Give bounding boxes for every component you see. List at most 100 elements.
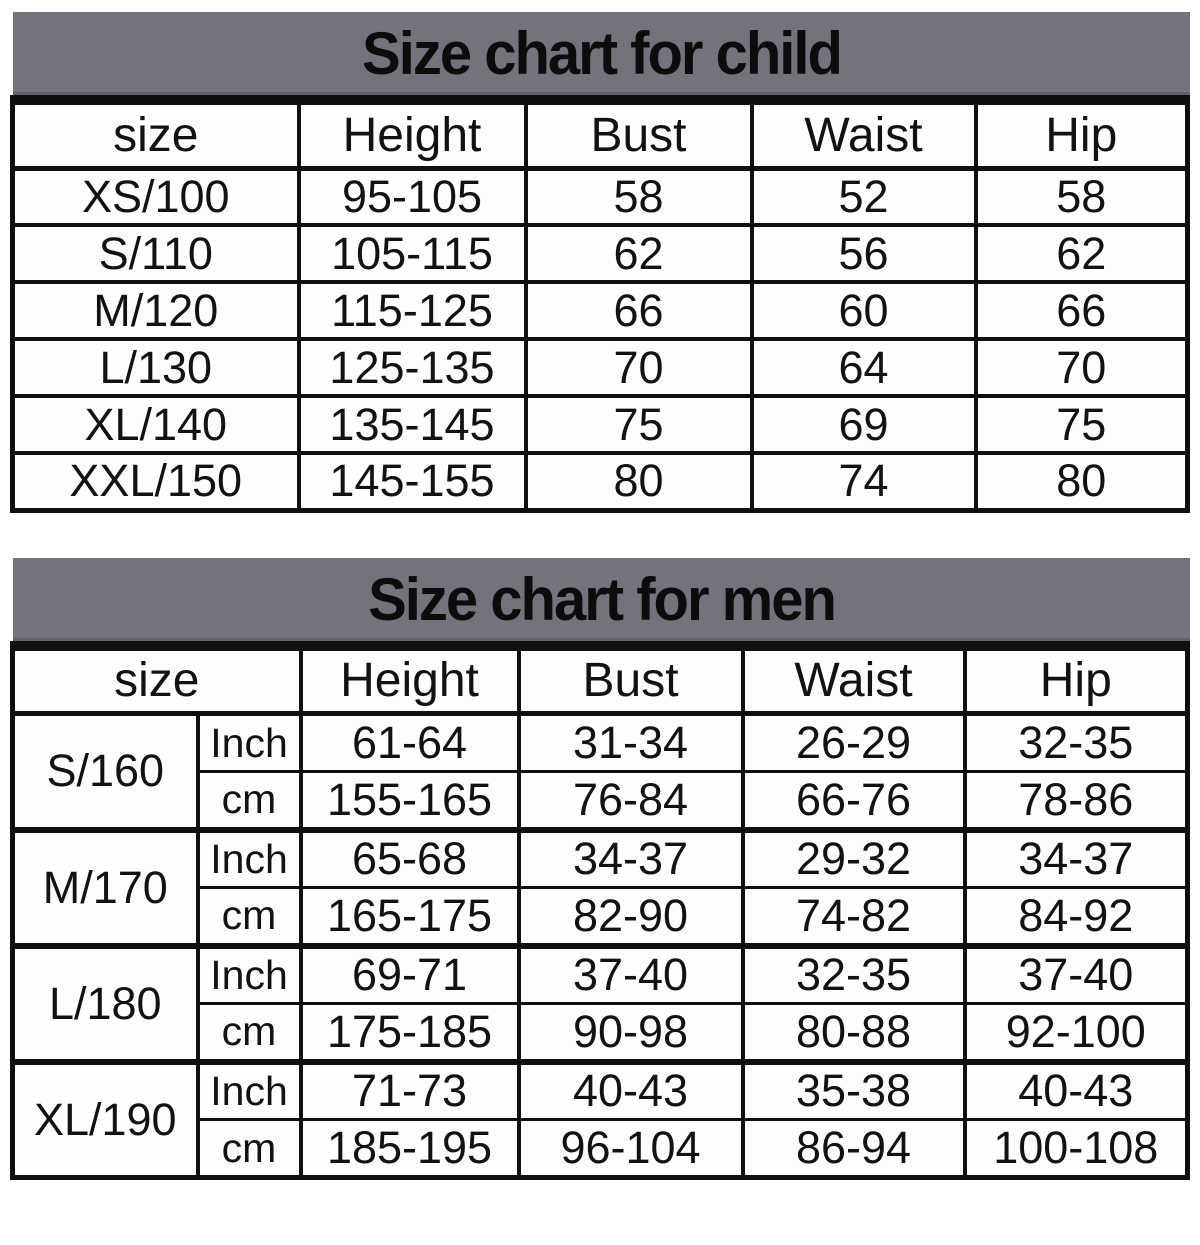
child-row-xl140: XL/140 135-145 75 69 75 bbox=[10, 396, 1190, 453]
cell-bust: 66 bbox=[523, 282, 754, 339]
cell-bust: 96-104 bbox=[516, 1119, 745, 1178]
cell-bust: 31-34 bbox=[516, 713, 745, 772]
child-row-xxl150: XXL/150 145-155 80 74 80 bbox=[10, 453, 1190, 510]
cell-hip: 40-43 bbox=[962, 1061, 1190, 1120]
cell-unit-cm: cm bbox=[195, 771, 303, 830]
cell-unit-cm: cm bbox=[195, 887, 303, 946]
cell-size: S/110 bbox=[10, 225, 301, 282]
child-row-m120: M/120 115-125 66 60 66 bbox=[10, 282, 1190, 339]
cell-bust: 40-43 bbox=[516, 1061, 745, 1120]
cell-bust: 62 bbox=[523, 225, 754, 282]
men-row-m170-inch: M/170 Inch 65-68 34-37 29-32 34-37 bbox=[10, 829, 1190, 946]
child-header-row: size Height Bust Waist Hip bbox=[10, 100, 1190, 168]
cell-hip: 84-92 bbox=[962, 887, 1190, 946]
cell-unit-inch: Inch bbox=[195, 945, 303, 1004]
men-header-height: Height bbox=[298, 645, 521, 714]
child-row-xs100: XS/100 95-105 58 52 58 bbox=[10, 168, 1190, 225]
cell-waist: 26-29 bbox=[740, 713, 967, 772]
cell-unit-cm: cm bbox=[195, 1119, 303, 1178]
cell-waist: 74 bbox=[749, 453, 978, 510]
cell-waist: 80-88 bbox=[740, 1003, 967, 1062]
cell-height: 145-155 bbox=[296, 453, 528, 510]
men-size-table: size Height Bust Waist Hip S/160 Inch 61… bbox=[10, 640, 1191, 1180]
child-size-table: size Height Bust Waist Hip XS/100 95-105… bbox=[10, 95, 1190, 513]
cell-height: 69-71 bbox=[298, 945, 521, 1004]
cell-bust: 34-37 bbox=[516, 829, 745, 888]
cell-waist: 86-94 bbox=[740, 1119, 967, 1178]
cell-bust: 76-84 bbox=[516, 771, 745, 830]
men-row-xl190-cm: cm 185-195 96-104 86-94 100-108 bbox=[12, 1119, 1190, 1178]
cell-hip: 58 bbox=[973, 168, 1190, 225]
cell-unit-inch: Inch bbox=[195, 1061, 303, 1120]
cell-hip: 34-37 bbox=[962, 829, 1190, 888]
cell-bust: 82-90 bbox=[516, 887, 745, 946]
cell-unit-cm: cm bbox=[195, 1003, 303, 1062]
cell-hip: 32-35 bbox=[962, 713, 1190, 772]
cell-waist: 66-76 bbox=[740, 771, 967, 830]
child-header-bust: Bust bbox=[523, 100, 754, 168]
cell-size: L/130 bbox=[10, 339, 301, 396]
men-row-l180-cm: cm 175-185 90-98 80-88 92-100 bbox=[12, 1003, 1190, 1062]
child-chart-section: Size chart for child size Height Bust Wa… bbox=[0, 12, 1200, 513]
men-header-size: size bbox=[10, 645, 303, 714]
cell-height: 71-73 bbox=[298, 1061, 521, 1120]
child-row-l130: L/130 125-135 70 64 70 bbox=[10, 339, 1190, 396]
cell-unit-inch: Inch bbox=[195, 713, 303, 772]
cell-unit-inch: Inch bbox=[195, 829, 303, 888]
men-row-l180-inch: L/180 Inch 69-71 37-40 32-35 37-40 bbox=[10, 945, 1190, 1062]
cell-height: 65-68 bbox=[298, 829, 521, 888]
cell-size: XS/100 bbox=[10, 168, 301, 225]
cell-size: L/180 bbox=[10, 945, 200, 1062]
cell-size: XL/140 bbox=[10, 396, 301, 453]
cell-height: 165-175 bbox=[298, 887, 521, 946]
cell-height: 61-64 bbox=[298, 713, 521, 772]
cell-waist: 35-38 bbox=[740, 1061, 967, 1120]
child-header-height: Height bbox=[296, 100, 528, 168]
men-row-s160-inch: S/160 Inch 61-64 31-34 26-29 32-35 bbox=[10, 713, 1190, 830]
cell-size: XL/190 bbox=[10, 1061, 200, 1178]
men-header-bust: Bust bbox=[516, 645, 745, 714]
cell-size: XXL/150 bbox=[10, 453, 301, 510]
cell-height: 105-115 bbox=[296, 225, 528, 282]
cell-hip: 92-100 bbox=[962, 1003, 1190, 1062]
cell-height: 185-195 bbox=[298, 1119, 521, 1178]
cell-hip: 66 bbox=[973, 282, 1190, 339]
cell-waist: 74-82 bbox=[740, 887, 967, 946]
cell-bust: 75 bbox=[523, 396, 754, 453]
child-chart-title-bar: Size chart for child bbox=[13, 12, 1190, 95]
cell-hip: 78-86 bbox=[962, 771, 1190, 830]
cell-height: 155-165 bbox=[298, 771, 521, 830]
cell-hip: 80 bbox=[973, 453, 1190, 510]
cell-waist: 56 bbox=[749, 225, 978, 282]
cell-hip: 37-40 bbox=[962, 945, 1190, 1004]
cell-hip: 62 bbox=[973, 225, 1190, 282]
men-chart-title: Size chart for men bbox=[368, 565, 837, 633]
men-chart-section: Size chart for men size Height Bust Wais… bbox=[0, 557, 1200, 1180]
men-header-hip: Hip bbox=[962, 645, 1190, 714]
men-header-row: size Height Bust Waist Hip bbox=[10, 645, 1190, 714]
cell-size: M/120 bbox=[10, 282, 301, 339]
cell-height: 125-135 bbox=[296, 339, 528, 396]
cell-waist: 64 bbox=[749, 339, 978, 396]
cell-height: 175-185 bbox=[298, 1003, 521, 1062]
men-header-waist: Waist bbox=[740, 645, 967, 714]
cell-waist: 52 bbox=[749, 168, 978, 225]
cell-size: M/170 bbox=[10, 829, 200, 946]
cell-hip: 70 bbox=[973, 339, 1190, 396]
cell-waist: 29-32 bbox=[740, 829, 967, 888]
men-chart-title-bar: Size chart for men bbox=[13, 557, 1190, 641]
cell-bust: 58 bbox=[523, 168, 754, 225]
cell-bust: 80 bbox=[523, 453, 754, 510]
men-row-s160-cm: cm 155-165 76-84 66-76 78-86 bbox=[12, 771, 1190, 830]
cell-height: 135-145 bbox=[296, 396, 528, 453]
child-header-hip: Hip bbox=[973, 100, 1190, 168]
cell-bust: 37-40 bbox=[516, 945, 745, 1004]
cell-height: 95-105 bbox=[296, 168, 528, 225]
cell-bust: 90-98 bbox=[516, 1003, 745, 1062]
men-row-m170-cm: cm 165-175 82-90 74-82 84-92 bbox=[12, 887, 1190, 946]
cell-height: 115-125 bbox=[296, 282, 528, 339]
child-row-s110: S/110 105-115 62 56 62 bbox=[10, 225, 1190, 282]
child-header-size: size bbox=[10, 100, 301, 168]
cell-waist: 32-35 bbox=[740, 945, 967, 1004]
cell-waist: 69 bbox=[749, 396, 978, 453]
